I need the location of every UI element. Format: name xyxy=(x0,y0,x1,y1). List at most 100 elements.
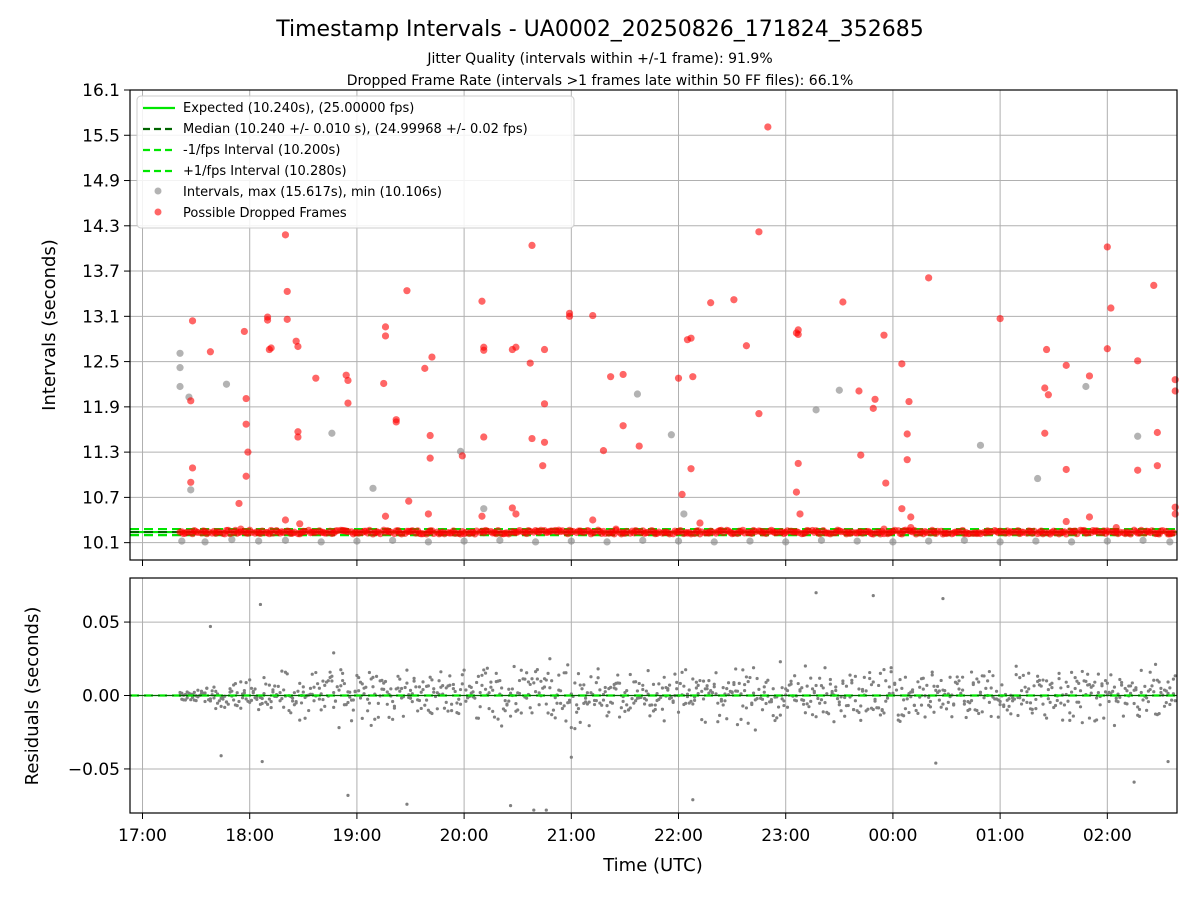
dropped-frame-point xyxy=(539,462,547,470)
residual-point xyxy=(910,688,915,692)
residual-point xyxy=(312,699,316,703)
residual-point xyxy=(1061,718,1065,722)
interval-point xyxy=(281,536,290,544)
residual-point xyxy=(789,682,793,686)
residual-point xyxy=(387,715,391,719)
dropped-frame-point xyxy=(1171,376,1179,384)
residual-point xyxy=(217,699,221,703)
residual-point xyxy=(330,674,334,678)
residual-point xyxy=(337,726,341,730)
residual-point xyxy=(553,716,557,720)
interval-point xyxy=(633,390,642,398)
residual-point xyxy=(694,686,698,690)
residual-point xyxy=(941,702,945,706)
residual-point xyxy=(760,708,765,712)
residual-point xyxy=(821,710,825,714)
residual-point xyxy=(885,696,890,700)
residual-point xyxy=(775,716,779,720)
residual-point xyxy=(491,688,495,692)
residual-point xyxy=(1157,712,1161,716)
dropped-frame-point xyxy=(512,343,520,351)
dropped-frame-point xyxy=(1112,523,1120,532)
residual-point xyxy=(1066,684,1070,689)
residual-point xyxy=(573,727,577,731)
residual-point xyxy=(450,702,454,706)
residual-point xyxy=(1057,671,1061,675)
residual-point xyxy=(853,674,857,678)
residual-point xyxy=(405,681,409,685)
residual-point xyxy=(960,675,965,679)
residual-point xyxy=(503,709,507,713)
residual-point xyxy=(971,681,975,685)
intervals-plot-frame xyxy=(129,89,1178,561)
dropped-frame-point xyxy=(242,472,250,480)
residual-point xyxy=(566,663,570,667)
residual-point xyxy=(760,697,765,701)
y-tick-label: 11.3 xyxy=(82,443,120,463)
dropped-frame-point xyxy=(855,387,863,395)
residual-point xyxy=(635,689,640,693)
dropped-frame-point xyxy=(857,451,865,459)
dropped-frame-point xyxy=(528,241,536,250)
residual-point xyxy=(585,691,589,695)
residual-point xyxy=(276,684,280,688)
dropped-frame-point xyxy=(281,516,290,524)
residual-point xyxy=(723,699,727,703)
residual-point xyxy=(528,706,532,710)
intervals-panel: 10.1 10.7 11.3 11.9 12.5 13.1 13.7 14.3 14.9 15.5… xyxy=(39,81,1179,566)
dropped-frame-point xyxy=(380,379,388,388)
dropped-frame-point xyxy=(312,374,320,382)
residual-point xyxy=(258,602,263,607)
residual-point xyxy=(1071,714,1075,718)
dropped-frame-point xyxy=(344,376,352,385)
residual-point xyxy=(916,711,920,715)
residual-point xyxy=(800,686,804,690)
residual-point xyxy=(408,696,413,700)
dropped-frame-point xyxy=(188,317,197,325)
residual-point xyxy=(605,714,609,718)
residual-point xyxy=(968,701,972,705)
residual-point xyxy=(267,697,271,701)
residual-point xyxy=(830,689,834,694)
residual-point xyxy=(657,682,661,686)
residual-point xyxy=(592,702,597,707)
dropped-frame-point xyxy=(1134,357,1142,365)
dropped-frame-point xyxy=(244,448,252,456)
residual-point xyxy=(1170,698,1174,702)
residual-point xyxy=(1125,689,1129,693)
dropped-frame-point xyxy=(730,296,738,304)
residual-point xyxy=(609,685,613,689)
residual-point xyxy=(1030,707,1034,712)
dropped-frame-point xyxy=(907,513,915,521)
residual-point xyxy=(1096,672,1100,676)
residual-point xyxy=(921,687,925,691)
residual-point xyxy=(743,689,747,693)
residual-point xyxy=(535,668,539,672)
residual-point xyxy=(576,706,581,711)
residual-point xyxy=(898,677,902,682)
residual-point xyxy=(273,684,277,688)
residual-point xyxy=(1028,701,1033,705)
residual-point xyxy=(834,688,838,693)
interval-point xyxy=(178,537,186,545)
residual-point xyxy=(1164,689,1168,693)
dropped-frame-point xyxy=(296,520,304,528)
interval-point xyxy=(1103,537,1111,545)
dropped-frame-point xyxy=(508,504,516,512)
residual-point xyxy=(843,695,847,700)
residual-point xyxy=(837,703,841,707)
dropped-frame-point xyxy=(903,456,911,464)
dropped-frame-point xyxy=(796,510,804,518)
residual-point xyxy=(946,700,950,704)
residual-point xyxy=(839,709,843,713)
interval-point xyxy=(1139,536,1147,544)
residual-point xyxy=(796,681,800,686)
residual-point xyxy=(1053,703,1058,708)
y-tick-label: 0.05 xyxy=(82,613,120,633)
residual-point xyxy=(1041,678,1045,682)
residual-point xyxy=(1086,672,1090,676)
residual-point xyxy=(514,702,518,706)
interval-point xyxy=(1067,538,1076,546)
residual-point xyxy=(398,677,402,681)
residual-point xyxy=(598,688,602,692)
